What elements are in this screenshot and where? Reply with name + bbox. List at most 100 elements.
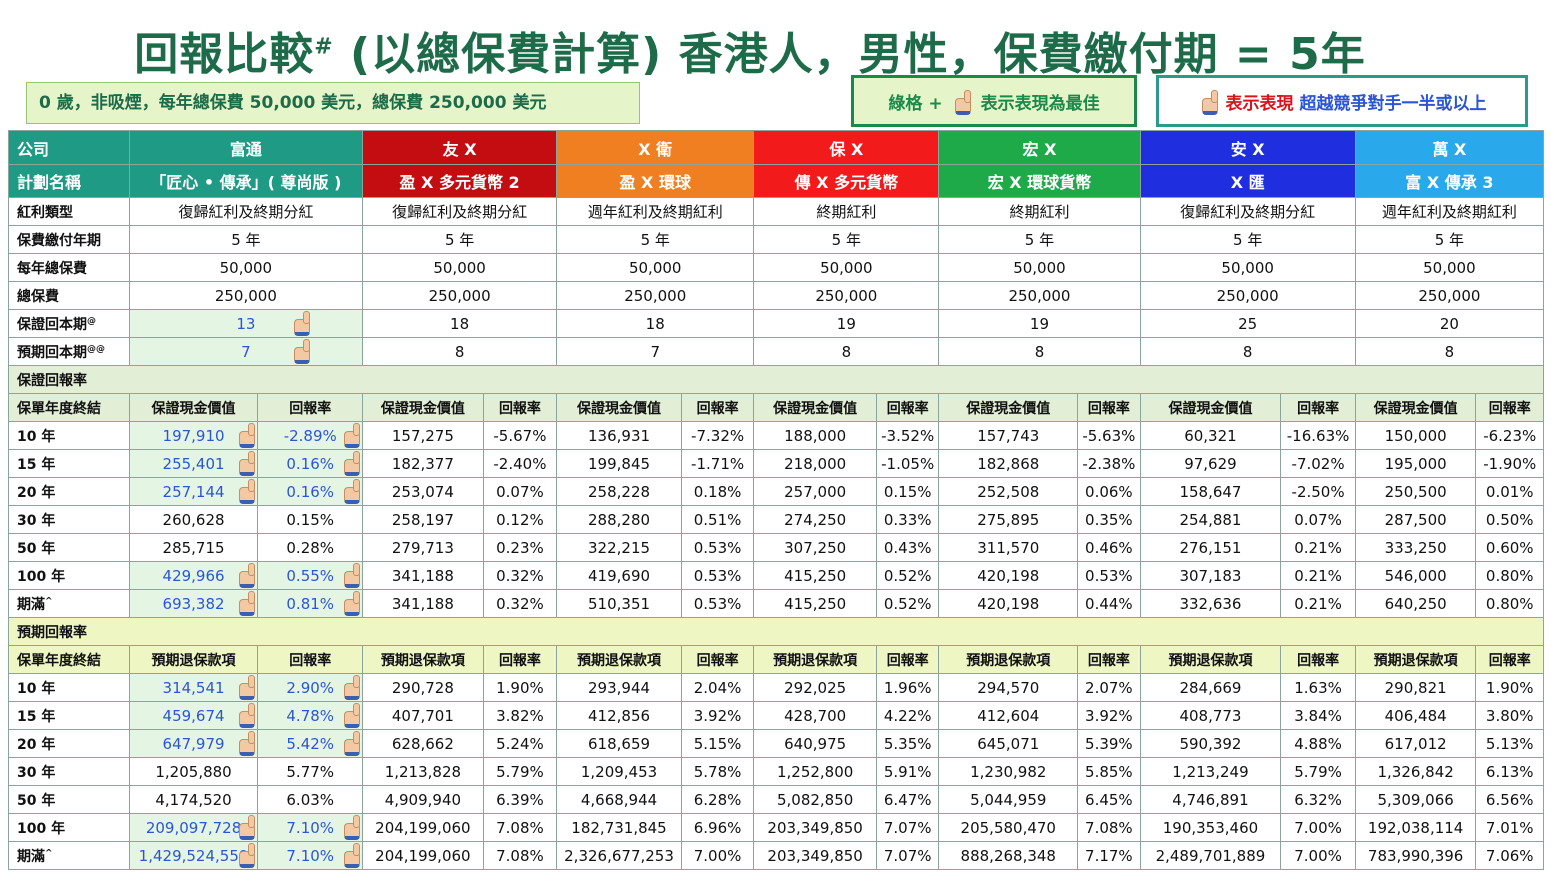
rate-cell: 7.17% — [1077, 841, 1141, 870]
table-cell: X 匯 — [1139, 164, 1356, 198]
rate-cell: 0.80% — [1475, 589, 1544, 618]
rate-cell: 0.15% — [257, 505, 364, 534]
best-value: 7.10% — [286, 846, 335, 865]
value-cell: 182,868 — [938, 449, 1079, 478]
value-cell: 693,382 — [128, 589, 259, 618]
rate-cell: 0.16% — [257, 477, 364, 506]
value-cell: 546,000 — [1354, 561, 1477, 590]
value-cell: 412,604 — [938, 701, 1079, 730]
rate-column-header: 回報率 — [1475, 393, 1544, 422]
rate-cell: 5.77% — [257, 757, 364, 786]
value-cell: 203,349,850 — [753, 841, 877, 870]
legend-best: 綠格 + 表示表現為最佳 — [851, 75, 1137, 127]
rate-cell: 7.08% — [482, 813, 558, 842]
table-cell: 富通 — [128, 130, 364, 165]
rate-column-header: 回報率 — [875, 393, 940, 422]
rate-cell: 0.21% — [1280, 533, 1356, 562]
rate-cell: 6.03% — [257, 785, 364, 814]
year-cell: 15 年 — [8, 701, 130, 730]
rate-cell: 0.50% — [1475, 505, 1544, 534]
rate-cell: 0.28% — [257, 533, 364, 562]
projected-data-row: 15 年 459,674 4.78% 407,701 3.82% 412,856 3.92%… — [8, 701, 1544, 730]
rate-cell: 0.44% — [1077, 589, 1141, 618]
rate-column-header: 回報率 — [1077, 393, 1141, 422]
rate-cell: 4.88% — [1280, 729, 1356, 758]
rate-cell: 6.47% — [875, 785, 940, 814]
rate-cell: 2.90% — [257, 673, 364, 702]
best-value: 255,401 — [162, 454, 225, 473]
year-cell: 30 年 — [8, 757, 130, 786]
value-cell: 322,215 — [556, 533, 682, 562]
value-cell: 205,580,470 — [938, 813, 1079, 842]
rate-cell: 5.91% — [875, 757, 940, 786]
rate-cell: 0.60% — [1475, 533, 1544, 562]
value-cell: 253,074 — [362, 477, 484, 506]
rate-cell: 0.16% — [257, 449, 364, 478]
row-label: 紅利類型 — [8, 197, 130, 226]
thumbs-up-icon — [235, 479, 257, 504]
value-cell: 590,392 — [1139, 729, 1282, 758]
rate-cell: 7.01% — [1475, 813, 1544, 842]
thumbs-up-icon — [290, 311, 312, 336]
rate-cell: 3.92% — [680, 701, 755, 730]
value-cell: 1,205,880 — [128, 757, 259, 786]
value-cell: 276,151 — [1139, 533, 1282, 562]
projected-section-title: 預期回報率 — [8, 617, 1544, 646]
rate-cell: 0.01% — [1475, 477, 1544, 506]
best-value: 693,382 — [162, 594, 225, 613]
year-cell: 期滿^ — [8, 841, 130, 870]
rate-cell: 6.45% — [1077, 785, 1141, 814]
table-cell: 250,000 — [362, 281, 558, 310]
row-label: 保證回本期@ — [8, 309, 130, 338]
rate-cell: 0.15% — [875, 477, 940, 506]
best-value: 7 — [241, 342, 251, 361]
value-cell: 1,252,800 — [753, 757, 877, 786]
guaranteed-column-header-row: 保單年度終結 保證現金價值 回報率 保證現金價值 回報率 保證現金價值 回報率 保證現金價值回… — [8, 393, 1544, 422]
rate-cell: 5.78% — [680, 757, 755, 786]
thumbs-up-icon — [1198, 90, 1220, 115]
best-value: 2.90% — [286, 678, 335, 697]
rate-cell: 0.53% — [680, 589, 755, 618]
value-cell: 428,700 — [753, 701, 877, 730]
legend-best-suffix: 表示表現為最佳 — [980, 93, 1100, 114]
value-cell: 136,931 — [556, 421, 682, 450]
value-cell: 459,674 — [128, 701, 259, 730]
value-cell: 293,944 — [556, 673, 682, 702]
rate-cell: -7.32% — [680, 421, 755, 450]
best-value: 7.10% — [286, 818, 335, 837]
value-cell: 5,082,850 — [753, 785, 877, 814]
thumbs-up-icon — [235, 591, 257, 616]
rate-cell: 0.55% — [257, 561, 364, 590]
rate-column-header: 回報率 — [482, 393, 558, 422]
rate-cell: -2.40% — [482, 449, 558, 478]
guaranteed-data-row: 10 年 197,910 -2.89% 157,275 -5.67% 136,931 -7.… — [8, 421, 1544, 450]
rate-cell: 0.07% — [482, 477, 558, 506]
best-value: 0.16% — [286, 482, 335, 501]
rate-cell: 0.21% — [1280, 589, 1356, 618]
rate-cell: -2.50% — [1280, 477, 1356, 506]
best-value: 209,097,728 — [145, 818, 242, 837]
value-cell: 254,881 — [1139, 505, 1282, 534]
thumbs-up-icon — [290, 339, 312, 364]
table-cell: 8 — [1354, 337, 1545, 366]
rate-cell: 0.53% — [1077, 561, 1141, 590]
rate-cell: 5.79% — [1280, 757, 1356, 786]
thumbs-up-icon — [235, 563, 257, 588]
value-column-header: 保證現金價值 — [938, 393, 1079, 422]
rate-cell: 5.79% — [482, 757, 558, 786]
total-premium-row: 總保費 250,000 250,000 250,000 250,000 250,000 25… — [8, 281, 1545, 310]
rate-cell: 0.06% — [1077, 477, 1141, 506]
value-cell: 888,268,348 — [938, 841, 1079, 870]
table-cell: 宏 X 環球貨幣 — [938, 164, 1141, 198]
value-column-header: 預期退保款項 — [556, 645, 682, 674]
value-column-header: 保證現金價值 — [753, 393, 877, 422]
value-cell: 628,662 — [362, 729, 484, 758]
value-cell: 290,821 — [1354, 673, 1477, 702]
table-cell: 50,000 — [753, 253, 940, 282]
table-cell: 5 年 — [1354, 225, 1545, 254]
value-cell: 255,401 — [128, 449, 259, 478]
value-column-header: 預期退保款項 — [1139, 645, 1282, 674]
dividend-row: 紅利類型 復歸紅利及終期分紅 復歸紅利及終期分紅 週年紅利及終期紅利 終期紅利 終期紅利復… — [8, 197, 1545, 226]
thumbs-up-icon — [951, 90, 973, 115]
value-cell: 640,250 — [1354, 589, 1477, 618]
